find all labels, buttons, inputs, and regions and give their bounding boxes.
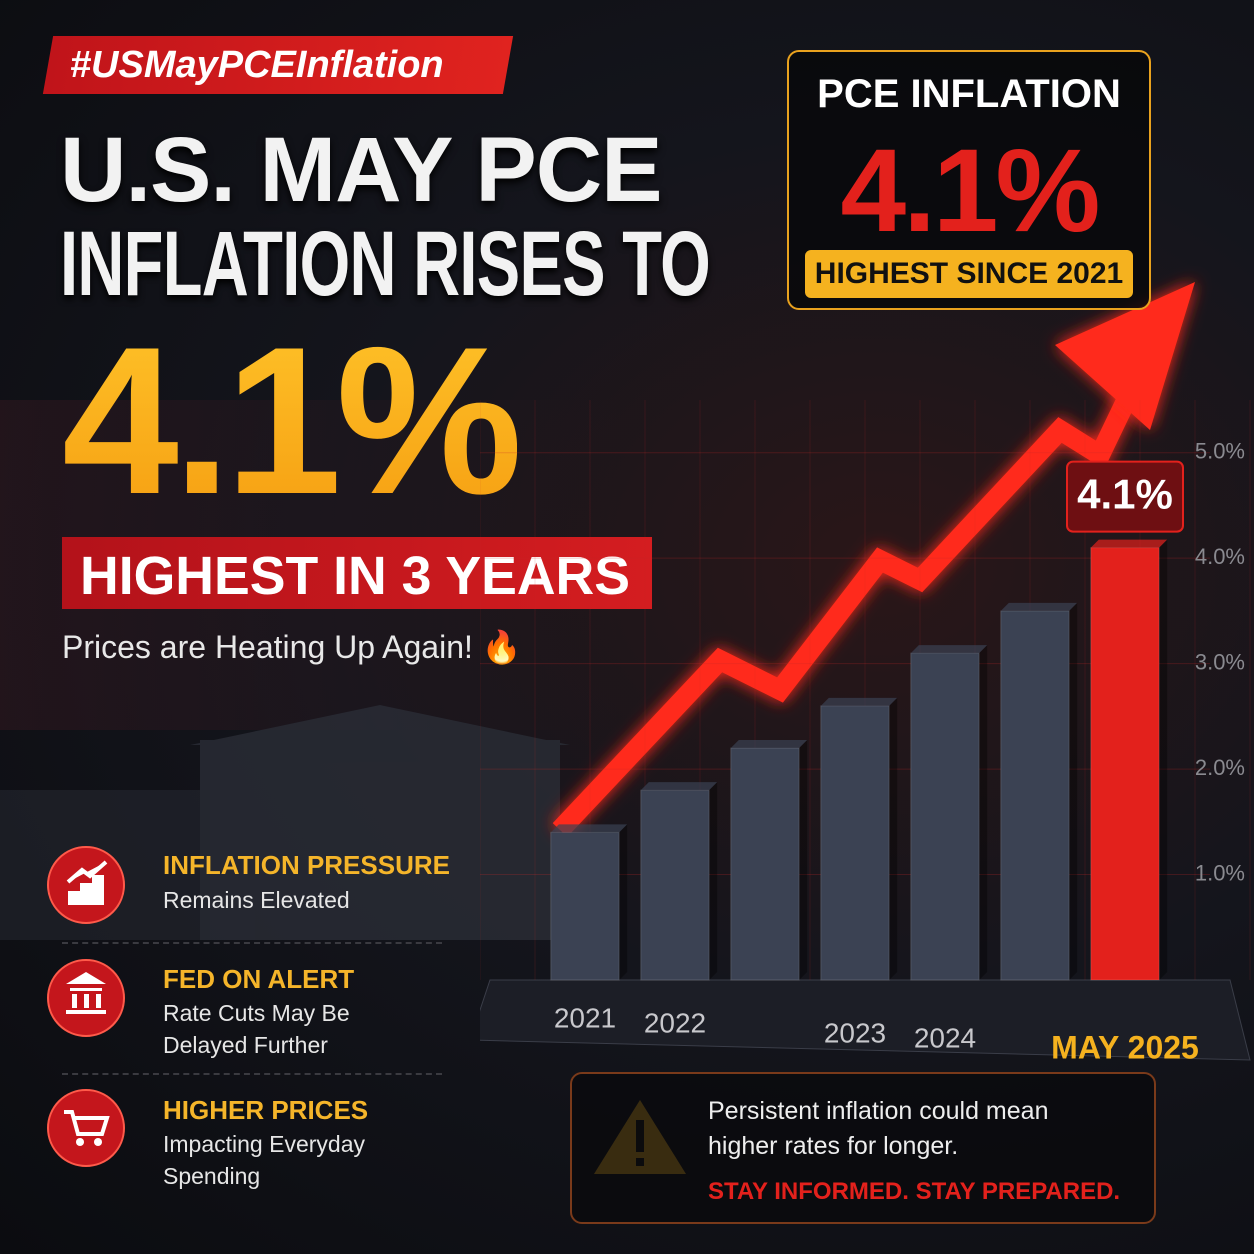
- icon-bank-glyph: [66, 972, 106, 1014]
- bar: [730, 747, 800, 981]
- highlight-title: FED ON ALERT: [163, 964, 355, 994]
- x-tick-label: 2024: [914, 1022, 976, 1053]
- bar-top: [730, 740, 808, 748]
- highlight-text: Remains Elevated: [163, 887, 350, 913]
- y-tick-label: 3.0%: [1195, 649, 1245, 674]
- headline-value: 4.1%: [62, 300, 523, 542]
- stat-label: PCE INFLATION: [817, 72, 1121, 116]
- warning-cta: STAY INFORMED. STAY PREPARED.: [708, 1178, 1121, 1205]
- bar-top: [910, 645, 988, 654]
- platform: [480, 979, 1251, 1061]
- y-tick-label: 1.0%: [1195, 860, 1245, 885]
- bar-side: [1159, 539, 1168, 980]
- separator: [62, 1073, 442, 1075]
- bar: [1000, 610, 1070, 981]
- bar: [1090, 547, 1160, 981]
- stat-value: 4.1%: [840, 125, 1101, 257]
- banner-text: HIGHEST IN 3 YEARS: [80, 546, 630, 606]
- bar-side: [709, 782, 718, 980]
- hashtag: #USMayPCEInflation: [69, 44, 444, 86]
- highlight-title: HIGHER PRICES: [163, 1095, 369, 1125]
- bar-side: [799, 740, 808, 980]
- highlight-title: INFLATION PRESSURE: [163, 850, 450, 880]
- bar-top: [1090, 539, 1168, 548]
- separator: [62, 942, 442, 944]
- chart: 1.0% 2.0% 3.0% 4.0% 5.0% 2021 2022 2023 2024 4.1%…: [480, 400, 1251, 1065]
- bar-side: [619, 824, 628, 980]
- warning-text: Persistent inflation could mean higher r…: [708, 1097, 1049, 1160]
- x-tick-label: 2022: [644, 1007, 706, 1038]
- highlight-text: Impacting Everyday Spending: [163, 1131, 365, 1189]
- icon-cart-wheel: [94, 1138, 102, 1146]
- title-line: U.S. MAY PCE: [60, 119, 663, 221]
- bar: [550, 831, 620, 981]
- bar-side: [889, 697, 898, 980]
- highlight-text: Rate Cuts May Be Delayed Further: [163, 1000, 350, 1058]
- warning-box: [570, 1072, 1156, 1224]
- value-label-box: [1066, 460, 1184, 533]
- icon-chart-glyph: [66, 860, 108, 905]
- hashtag-badge: #USMayPCEInflation: [42, 36, 514, 94]
- y-tick-label: 2.0%: [1195, 755, 1245, 780]
- bar-top: [1000, 602, 1078, 611]
- icon-cart-wheel: [76, 1138, 84, 1146]
- bar-side: [1069, 602, 1078, 980]
- bar-side: [979, 645, 988, 980]
- arrow-head: [1055, 282, 1195, 430]
- bar: [640, 789, 710, 981]
- stat-box: PCE INFLATION 4.1% HIGHEST SINCE 2021: [787, 50, 1151, 310]
- subtitle: Prices are Heating Up Again! 🔥: [62, 629, 522, 665]
- title-line: INFLATION RISES TO: [60, 213, 711, 315]
- x-tick-label: MAY 2025: [1051, 1029, 1199, 1065]
- y-tick-label: 4.0%: [1195, 544, 1245, 569]
- y-tick-label: 5.0%: [1195, 439, 1245, 464]
- bar-top: [640, 782, 718, 791]
- trend-arrow: [552, 325, 1170, 837]
- bar: [820, 705, 890, 981]
- value-label: 4.1%: [1077, 471, 1173, 518]
- icon-cart-glyph: [64, 1110, 110, 1136]
- x-tick-label: 2023: [824, 1017, 886, 1048]
- stat-note: HIGHEST SINCE 2021: [805, 250, 1133, 298]
- bar-top: [550, 824, 628, 833]
- icon-cart: [47, 1089, 125, 1167]
- x-tick-label: 2021: [554, 1002, 616, 1033]
- bar: [910, 652, 980, 981]
- bar-top: [820, 697, 898, 706]
- banner: HIGHEST IN 3 YEARS: [62, 537, 652, 609]
